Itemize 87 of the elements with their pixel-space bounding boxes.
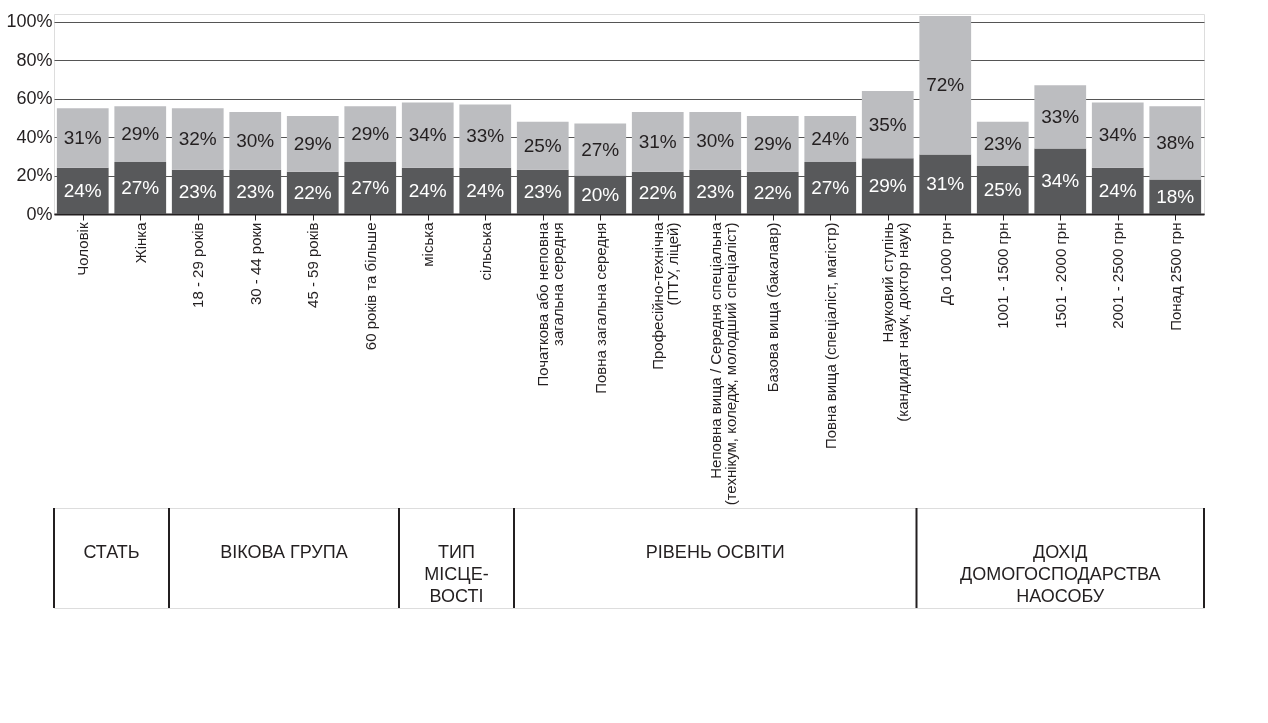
data-label: 27% xyxy=(121,177,160,199)
data-label: 31% xyxy=(638,130,677,152)
x-tick-label: 2001 - 2500 грн xyxy=(1109,222,1127,329)
bar xyxy=(861,90,914,159)
data-label: 18% xyxy=(1156,185,1195,207)
data-label: 23% xyxy=(236,180,275,202)
data-label: 25% xyxy=(523,134,562,156)
data-label: 23% xyxy=(983,132,1022,154)
bar xyxy=(1149,106,1202,180)
data-label: 34% xyxy=(1041,170,1080,192)
data-label: 20% xyxy=(581,183,620,205)
y-tick-label: 40% xyxy=(16,126,53,147)
data-label: 22% xyxy=(638,181,677,203)
bar xyxy=(459,104,512,168)
data-label: 29% xyxy=(753,132,792,154)
y-tick-label: 0% xyxy=(26,203,53,224)
data-label: 29% xyxy=(868,175,907,197)
data-label: 31% xyxy=(926,173,965,195)
x-tick-label: Чоловік xyxy=(74,222,92,276)
bar xyxy=(229,112,282,170)
bar xyxy=(286,115,339,172)
bar xyxy=(1034,85,1087,149)
data-label: 72% xyxy=(926,74,965,96)
data-label: 22% xyxy=(293,181,332,203)
data-label: 27% xyxy=(811,177,850,199)
y-tick-label: 100% xyxy=(6,11,53,32)
data-label: 33% xyxy=(1041,105,1080,127)
data-label: 32% xyxy=(178,128,217,149)
bar xyxy=(746,115,799,172)
data-label: 22% xyxy=(753,181,792,203)
bar xyxy=(1091,102,1144,168)
bar xyxy=(171,108,224,170)
bar xyxy=(919,15,972,155)
x-tick-label: Повна вища (спеціаліст, магістр) xyxy=(821,222,839,450)
x-tick-label: міська xyxy=(419,221,437,267)
data-label: 24% xyxy=(466,179,505,201)
bar xyxy=(401,102,454,168)
x-tick-label: 1001 - 1500 грн xyxy=(994,222,1012,329)
text: ВІКОВА ГРУПА xyxy=(220,542,348,562)
data-label: 38% xyxy=(1156,131,1195,153)
x-tick-label: 60 років та більше xyxy=(361,222,379,351)
x-tick-label: сільська xyxy=(476,221,494,281)
text: ДОХІД ДОМОГОСПОДАРСТВА НАОСОБУ xyxy=(960,542,1161,606)
x-tick-label: Професійно-технічна (ПТУ, ліцей) xyxy=(649,221,682,370)
x-tick-label: Жінка xyxy=(131,221,149,264)
data-label: 27% xyxy=(581,138,620,160)
data-label: 24% xyxy=(811,128,850,149)
data-label: 34% xyxy=(408,124,447,146)
bar xyxy=(344,106,397,163)
x-tick-label: 45 - 59 років xyxy=(304,222,322,308)
data-label: 29% xyxy=(351,123,390,145)
data-label: 24% xyxy=(63,179,102,201)
data-label: 24% xyxy=(408,179,447,201)
y-tick-label: 20% xyxy=(16,165,53,186)
data-label: 30% xyxy=(696,129,735,151)
x-tick-label: Базова вища (бакалавр) xyxy=(764,222,782,393)
data-label: 34% xyxy=(1098,124,1137,146)
bar xyxy=(56,108,109,168)
text: РІВЕНЬ ОСВІТИ xyxy=(645,542,785,562)
data-label: 24% xyxy=(1098,179,1137,201)
x-tick-label: До 1000 грн xyxy=(936,222,954,305)
x-tick-label: Понад 2500 грн xyxy=(1166,222,1184,331)
data-label: 25% xyxy=(983,178,1022,200)
y-tick-label: 60% xyxy=(16,88,53,109)
data-label: 35% xyxy=(868,113,907,135)
data-label: 29% xyxy=(293,132,332,154)
data-label: 31% xyxy=(63,127,102,149)
x-tick-label: 30 - 44 роки xyxy=(246,222,264,305)
data-label: 30% xyxy=(236,129,275,151)
data-label: 23% xyxy=(178,180,217,202)
text: ТИП МІСЦЕ- ВОСТІ xyxy=(424,542,489,606)
data-label: 33% xyxy=(466,125,505,147)
data-label: 23% xyxy=(523,180,562,202)
x-tick-label: Науковий ступінь (кандидат наук, доктор наук) xyxy=(879,222,912,422)
bar xyxy=(689,112,742,170)
x-tick-label: 18 - 29 років xyxy=(189,222,207,308)
y-tick-label: 80% xyxy=(16,49,53,70)
data-label: 29% xyxy=(121,123,160,145)
x-tick-label: 1501 - 2000 грн xyxy=(1051,222,1069,329)
bar xyxy=(574,123,627,176)
bar xyxy=(631,112,684,172)
x-tick-label: Повна загальна середня xyxy=(591,222,609,394)
bar xyxy=(114,106,167,163)
data-label: 23% xyxy=(696,180,735,202)
text: СТАТЬ xyxy=(83,542,140,562)
data-label: 27% xyxy=(351,177,390,199)
x-tick-label: Неповна вища / Середня спеціальна (технікум, коледж, молодший спеціаліст) xyxy=(706,221,739,506)
